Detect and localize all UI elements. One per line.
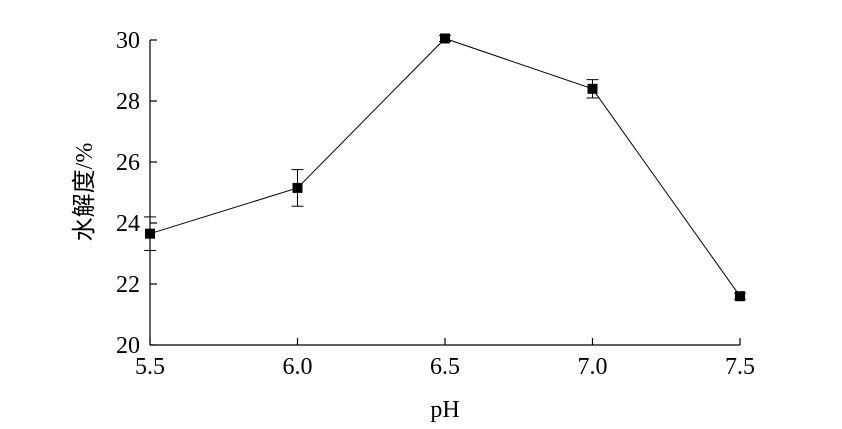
y-tick-label: 30: [116, 28, 140, 54]
x-tick-label: 7.5: [725, 354, 755, 380]
data-point-marker: [587, 83, 598, 94]
y-tick-label: 28: [116, 89, 140, 115]
x-axis-label: pH: [430, 397, 459, 423]
x-tick-label: 7.0: [578, 354, 608, 380]
y-axis-label: 水解度/%: [71, 143, 98, 242]
x-tick-label: 6.5: [430, 354, 460, 380]
data-point-marker: [292, 182, 303, 193]
chart-series: [144, 33, 746, 302]
chart-ticks: 20 22 24 26 28 30 5.5 6.0 6.5 7.0 7.5: [116, 28, 755, 380]
y-tick-label: 20: [116, 333, 140, 359]
y-tick-label: 24: [116, 211, 140, 237]
data-point-marker: [145, 228, 155, 239]
y-tick-label: 26: [116, 150, 140, 176]
x-tick-label: 5.5: [135, 354, 165, 380]
data-point-marker: [440, 33, 450, 44]
series-line: [149, 37, 741, 297]
x-tick-label: 6.0: [283, 354, 313, 380]
data-point-marker: [735, 291, 745, 302]
y-tick-label: 22: [116, 272, 140, 298]
chart-axes: [149, 40, 740, 346]
